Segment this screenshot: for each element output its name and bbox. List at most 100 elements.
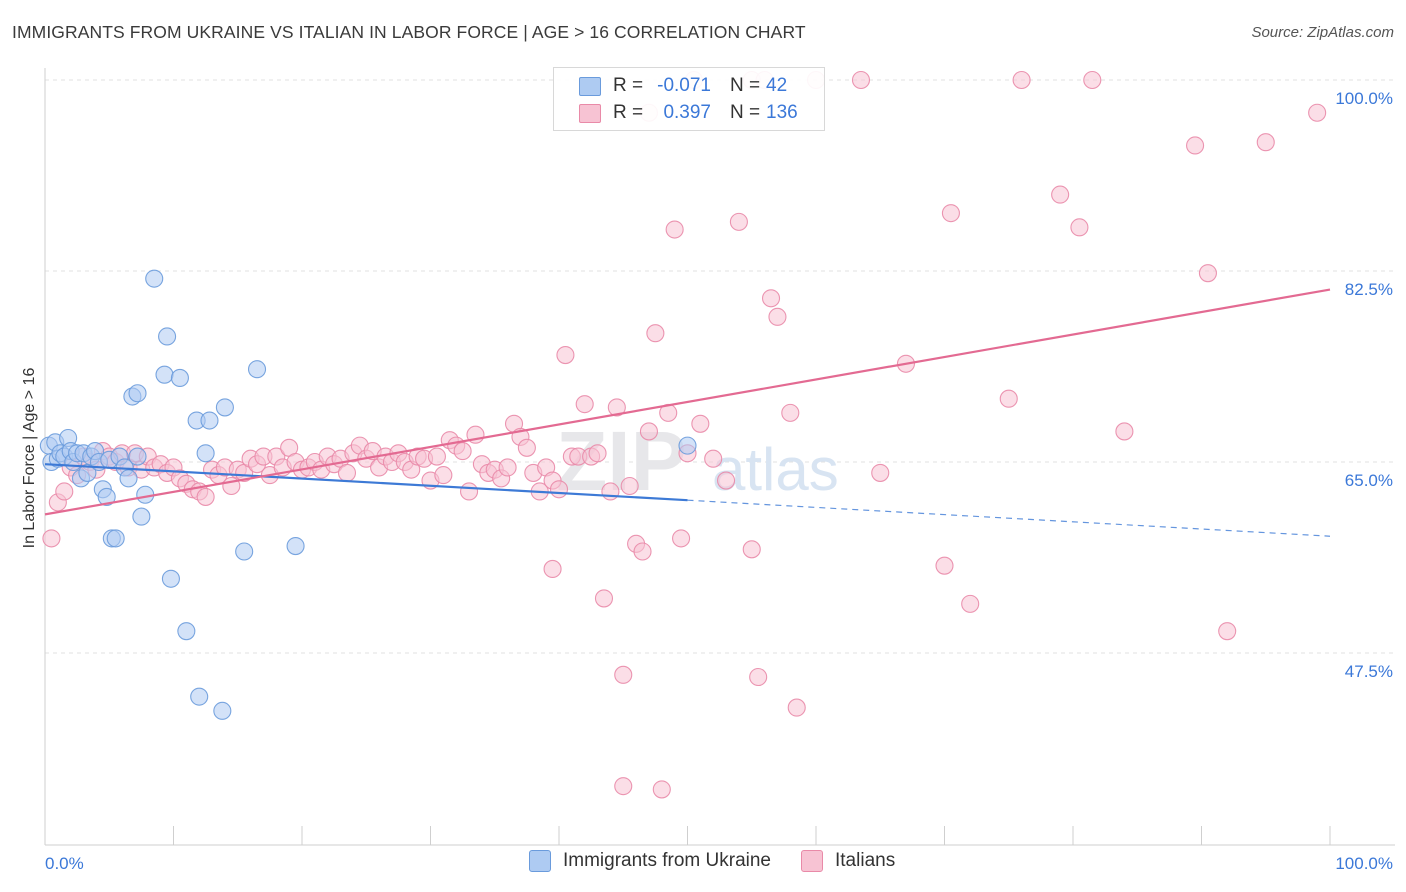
italians-point <box>999 389 1018 408</box>
italians-point <box>556 345 575 365</box>
legend-item-italians[interactable]: Italians <box>801 850 895 872</box>
axis-labels: 47.5% 65.0% 82.5% 100.0% 0.0% 100.0% In Labor … <box>21 89 1393 873</box>
ukraine-point <box>128 384 147 403</box>
legend-r-value: 0.397 <box>663 102 711 123</box>
stats-legend: R = -0.071 N = 42 R = 0.397 N = 136 <box>553 67 825 131</box>
legend-n-label: N = <box>730 102 761 123</box>
italians-point <box>941 204 960 223</box>
italians-point <box>498 458 517 477</box>
italians-point <box>761 289 781 308</box>
ukraine-trend-extension <box>687 499 1331 537</box>
italians-trend-line <box>44 288 1331 516</box>
x-tick-label: 0.0% <box>45 854 84 873</box>
italians-point <box>601 482 620 501</box>
legend-r-value: -0.071 <box>657 75 711 96</box>
watermark-atlas: atlas <box>712 436 839 503</box>
trend-lines <box>44 288 1331 537</box>
italians-point <box>196 487 215 506</box>
italians-point <box>935 556 954 575</box>
x-tick-label: 100.0% <box>1335 854 1393 873</box>
italians-point <box>672 529 691 548</box>
italians-point <box>729 212 748 231</box>
italians-point <box>427 447 446 466</box>
ukraine-point <box>97 487 116 506</box>
italians-point <box>434 466 453 485</box>
italians-point <box>1218 622 1237 641</box>
italians-point <box>1012 70 1031 90</box>
ukraine-point <box>161 569 180 588</box>
italians-point <box>575 395 594 414</box>
italians-point <box>1083 70 1102 90</box>
legend-r-label: R = <box>613 102 644 123</box>
italians-point <box>787 698 806 717</box>
italians-point <box>55 482 74 501</box>
italians-point <box>42 529 61 548</box>
italians-point <box>716 471 736 490</box>
legend-swatch-ukraine <box>579 76 601 96</box>
italians-point <box>646 324 665 343</box>
chart-title: IMMIGRANTS FROM UKRAINE VS ITALIAN IN LA… <box>12 22 806 42</box>
italians-point <box>871 463 890 482</box>
ukraine-point <box>170 368 189 388</box>
y-axis-label: In Labor Force | Age > 16 <box>21 368 38 549</box>
italians-point <box>614 665 633 684</box>
legend-swatch-italians <box>801 850 823 872</box>
italians-point <box>1308 103 1327 122</box>
legend-swatch-italians <box>579 103 601 123</box>
italians-point <box>781 403 800 422</box>
ukraine-point <box>155 365 174 384</box>
ukraine-point <box>286 536 305 556</box>
legend-r-label: R = <box>613 75 644 96</box>
italians-point <box>704 449 723 468</box>
y-tick-label: 82.5% <box>1345 280 1393 299</box>
ukraine-point <box>196 444 215 463</box>
italians-point <box>543 559 562 579</box>
ukraine-point <box>106 529 125 548</box>
ukraine-point <box>158 327 177 346</box>
italians-point <box>665 220 684 239</box>
italians-point <box>1186 136 1205 155</box>
italians-point <box>1051 185 1070 204</box>
italians-point <box>337 463 357 482</box>
italians-point <box>749 667 768 687</box>
legend-item-ukraine[interactable]: Immigrants from Ukraine <box>529 850 771 872</box>
italians-point <box>652 780 671 799</box>
italians-point <box>517 438 536 457</box>
italians-point <box>453 442 472 461</box>
legend-n-value: 42 <box>766 75 788 96</box>
ukraine-point <box>235 542 254 561</box>
italians-point <box>633 542 652 561</box>
italians-point <box>768 307 787 326</box>
ukraine-point <box>213 701 232 720</box>
italians-point <box>588 444 607 463</box>
y-tick-label: 47.5% <box>1345 662 1393 681</box>
italians-point <box>1198 264 1217 283</box>
legend-swatch-ukraine <box>529 850 551 872</box>
ukraine-point <box>678 436 697 455</box>
legend-n-value: 136 <box>766 102 798 123</box>
italians-point <box>1115 422 1134 441</box>
italians-point <box>639 422 659 441</box>
italians-point <box>742 540 761 559</box>
ukraine-point <box>190 687 209 706</box>
y-tick-label: 65.0% <box>1345 471 1393 490</box>
series-legend: Immigrants from Ukraine Italians <box>529 850 925 872</box>
italians-point <box>1070 218 1089 237</box>
ukraine-point <box>132 507 151 526</box>
italians-point <box>594 589 614 608</box>
ukraine-point <box>200 411 219 430</box>
ukraine-point <box>119 469 138 488</box>
legend-label-ukraine: Immigrants from Ukraine <box>563 850 771 871</box>
legend-label-italians: Italians <box>835 850 896 871</box>
italians-point <box>961 594 980 613</box>
legend-n-label: N = <box>730 75 761 96</box>
ukraine-point <box>247 360 267 379</box>
italians-point <box>607 398 626 417</box>
italians-point <box>459 482 479 501</box>
ukraine-point <box>215 398 234 417</box>
italians-point <box>1256 133 1275 152</box>
source-label: Source: ZipAtlas.com <box>1251 24 1394 41</box>
ukraine-point <box>128 447 147 466</box>
italians-point <box>851 70 871 90</box>
